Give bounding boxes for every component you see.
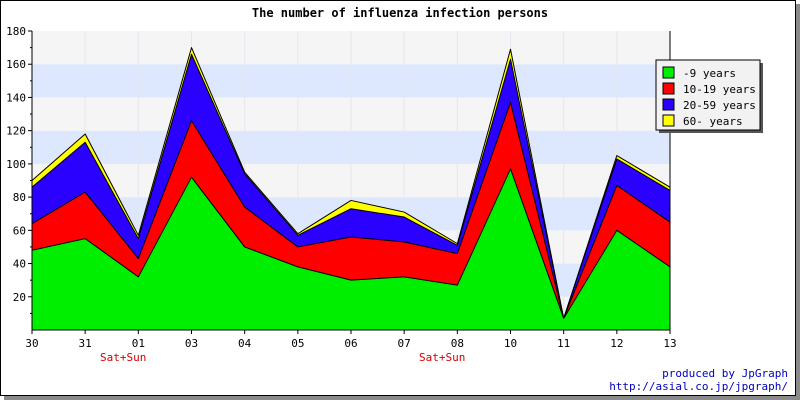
legend-swatch — [662, 66, 675, 79]
legend-label: -9 years — [683, 67, 736, 80]
y-tick-label: 80 — [13, 191, 26, 204]
x-tick-label: 11 — [557, 337, 570, 350]
legend: -9 years 10-19 years 20-59 years 60- years — [655, 59, 763, 133]
y-tick-label: 60 — [13, 224, 26, 237]
x-tick-label: 12 — [610, 337, 623, 350]
axes: 20 40 60 80 100 120 140 160 180 30 31 01 03 04 05 06 07 0… — [6, 25, 677, 364]
x-tick-label: 08 — [451, 337, 464, 350]
legend-swatch — [662, 82, 675, 95]
x-tick-label: 13 — [663, 337, 676, 350]
x-tick-label: 05 — [291, 337, 304, 350]
weekend-label: Sat+Sun — [100, 351, 146, 364]
chart-title: The number of influenza infection person… — [252, 6, 548, 20]
x-tick-label: 06 — [344, 337, 357, 350]
y-tick-label: 20 — [13, 291, 26, 304]
credit-line-1: produced by JpGraph — [662, 367, 788, 380]
x-tick-label: 03 — [185, 337, 198, 350]
x-tick-label: 07 — [398, 337, 411, 350]
x-tick-label: 04 — [238, 337, 252, 350]
credit-link[interactable]: http://asial.co.jp/jpgraph/ — [609, 380, 788, 393]
y-tick-label: 160 — [6, 58, 26, 71]
area-series-group — [31, 47, 671, 331]
legend-label: 60- years — [683, 115, 743, 128]
y-tick-label: 120 — [6, 125, 26, 138]
legend-label: 20-59 years — [683, 99, 756, 112]
x-tick-label: 10 — [504, 337, 517, 350]
y-tick-label: 40 — [13, 258, 26, 271]
weekend-label: Sat+Sun — [419, 351, 465, 364]
legend-label: 10-19 years — [683, 83, 756, 96]
legend-swatch — [662, 98, 675, 111]
y-tick-label: 140 — [6, 91, 26, 104]
x-tick-label: 31 — [79, 337, 92, 350]
x-tick-label: 01 — [132, 337, 145, 350]
x-tick-label: 30 — [25, 337, 38, 350]
legend-swatch — [662, 114, 675, 127]
y-tick-label: 180 — [6, 25, 26, 38]
area-9-years — [31, 168, 671, 331]
y-tick-label: 100 — [6, 158, 26, 171]
